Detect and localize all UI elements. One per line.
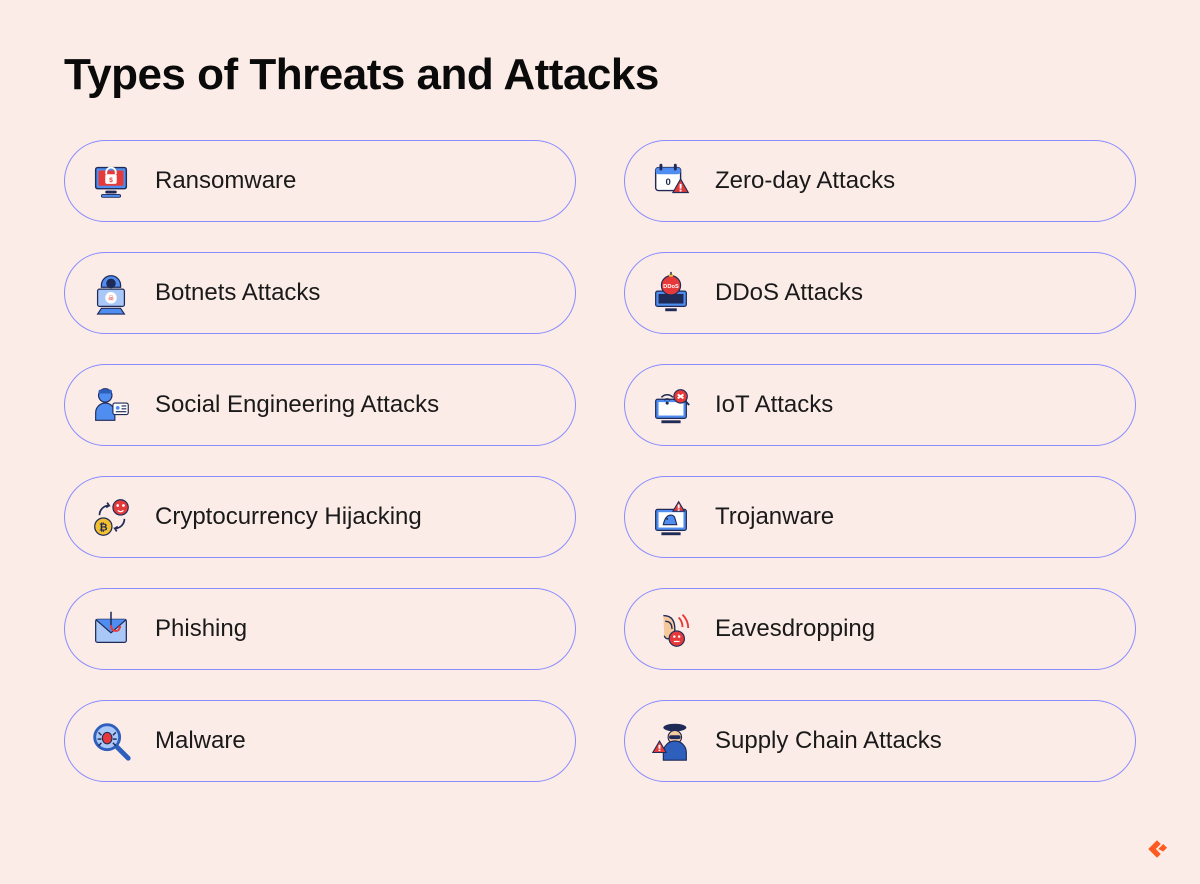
threat-label: Supply Chain Attacks (715, 727, 942, 755)
svg-text:DDoS: DDoS (663, 284, 679, 290)
threat-pill-crypto-hijack: ₿ Cryptocurrency Hijacking (64, 476, 576, 558)
svg-text:$: $ (109, 177, 113, 184)
ddos-icon: DDoS (645, 267, 697, 319)
svg-text:0: 0 (665, 177, 670, 188)
botnet-icon: ☠ (85, 267, 137, 319)
supply-chain-icon (645, 715, 697, 767)
threat-label: Trojanware (715, 503, 834, 531)
threat-grid: $ Ransomware 0 Zero-day Attacks (64, 140, 1136, 782)
crypto-hijack-icon: ₿ (85, 491, 137, 543)
threat-label: Phishing (155, 615, 247, 643)
threat-pill-botnets: ☠ Botnets Attacks (64, 252, 576, 334)
threat-pill-trojanware: Trojanware (624, 476, 1136, 558)
ransomware-icon: $ (85, 155, 137, 207)
threat-pill-phishing: Phishing (64, 588, 576, 670)
social-engineering-icon (85, 379, 137, 431)
svg-text:☠: ☠ (108, 294, 115, 303)
iot-attack-icon (645, 379, 697, 431)
svg-text:₿: ₿ (99, 521, 108, 533)
threat-pill-iot: IoT Attacks (624, 364, 1136, 446)
threat-label: Cryptocurrency Hijacking (155, 503, 422, 531)
malware-icon (85, 715, 137, 767)
phishing-icon (85, 603, 137, 655)
threat-label: IoT Attacks (715, 391, 833, 419)
threat-label: Eavesdropping (715, 615, 875, 643)
threat-pill-eavesdropping: Eavesdropping (624, 588, 1136, 670)
zero-day-icon: 0 (645, 155, 697, 207)
threat-pill-ddos: DDoS DDoS Attacks (624, 252, 1136, 334)
brand-logo-icon (1142, 834, 1172, 864)
threat-label: DDoS Attacks (715, 279, 863, 307)
threat-label: Social Engineering Attacks (155, 391, 439, 419)
threat-label: Ransomware (155, 167, 296, 195)
threat-label: Malware (155, 727, 246, 755)
eavesdropping-icon (645, 603, 697, 655)
threat-label: Zero-day Attacks (715, 167, 895, 195)
threat-pill-malware: Malware (64, 700, 576, 782)
threat-pill-supply-chain: Supply Chain Attacks (624, 700, 1136, 782)
page-title: Types of Threats and Attacks (64, 50, 1136, 100)
threat-pill-social-engineering: Social Engineering Attacks (64, 364, 576, 446)
trojanware-icon (645, 491, 697, 543)
threat-label: Botnets Attacks (155, 279, 320, 307)
threat-pill-ransomware: $ Ransomware (64, 140, 576, 222)
threat-pill-zero-day: 0 Zero-day Attacks (624, 140, 1136, 222)
